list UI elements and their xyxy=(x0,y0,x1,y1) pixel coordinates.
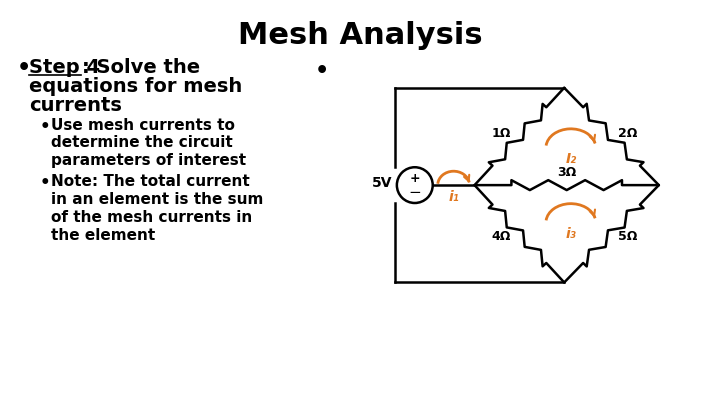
Text: 2Ω: 2Ω xyxy=(618,127,637,140)
Text: the element: the element xyxy=(51,228,156,243)
Text: +: + xyxy=(410,172,420,185)
Text: •: • xyxy=(315,61,330,81)
Text: 5V: 5V xyxy=(372,176,392,190)
Text: Step 4: Step 4 xyxy=(30,58,100,77)
Text: i₃: i₃ xyxy=(565,226,576,241)
Text: parameters of interest: parameters of interest xyxy=(51,153,246,168)
Text: Note: The total current: Note: The total current xyxy=(51,174,250,189)
Text: 1Ω: 1Ω xyxy=(492,127,511,140)
Text: i₁: i₁ xyxy=(448,190,459,204)
Text: I₂: I₂ xyxy=(565,152,577,166)
Text: 5Ω: 5Ω xyxy=(618,230,637,243)
Text: : Solve the: : Solve the xyxy=(82,58,200,77)
Text: •: • xyxy=(40,117,50,136)
Text: •: • xyxy=(40,174,50,192)
Text: Use mesh currents to: Use mesh currents to xyxy=(51,117,235,132)
Text: determine the circuit: determine the circuit xyxy=(51,135,233,151)
Text: currents: currents xyxy=(30,96,122,115)
Text: −: − xyxy=(408,185,421,200)
Text: •: • xyxy=(17,58,30,78)
Text: Mesh Analysis: Mesh Analysis xyxy=(238,21,482,50)
Text: equations for mesh: equations for mesh xyxy=(30,77,243,96)
Text: 3Ω: 3Ω xyxy=(557,166,576,179)
Text: in an element is the sum: in an element is the sum xyxy=(51,192,264,207)
Text: 4Ω: 4Ω xyxy=(492,230,511,243)
Text: of the mesh currents in: of the mesh currents in xyxy=(51,210,253,225)
